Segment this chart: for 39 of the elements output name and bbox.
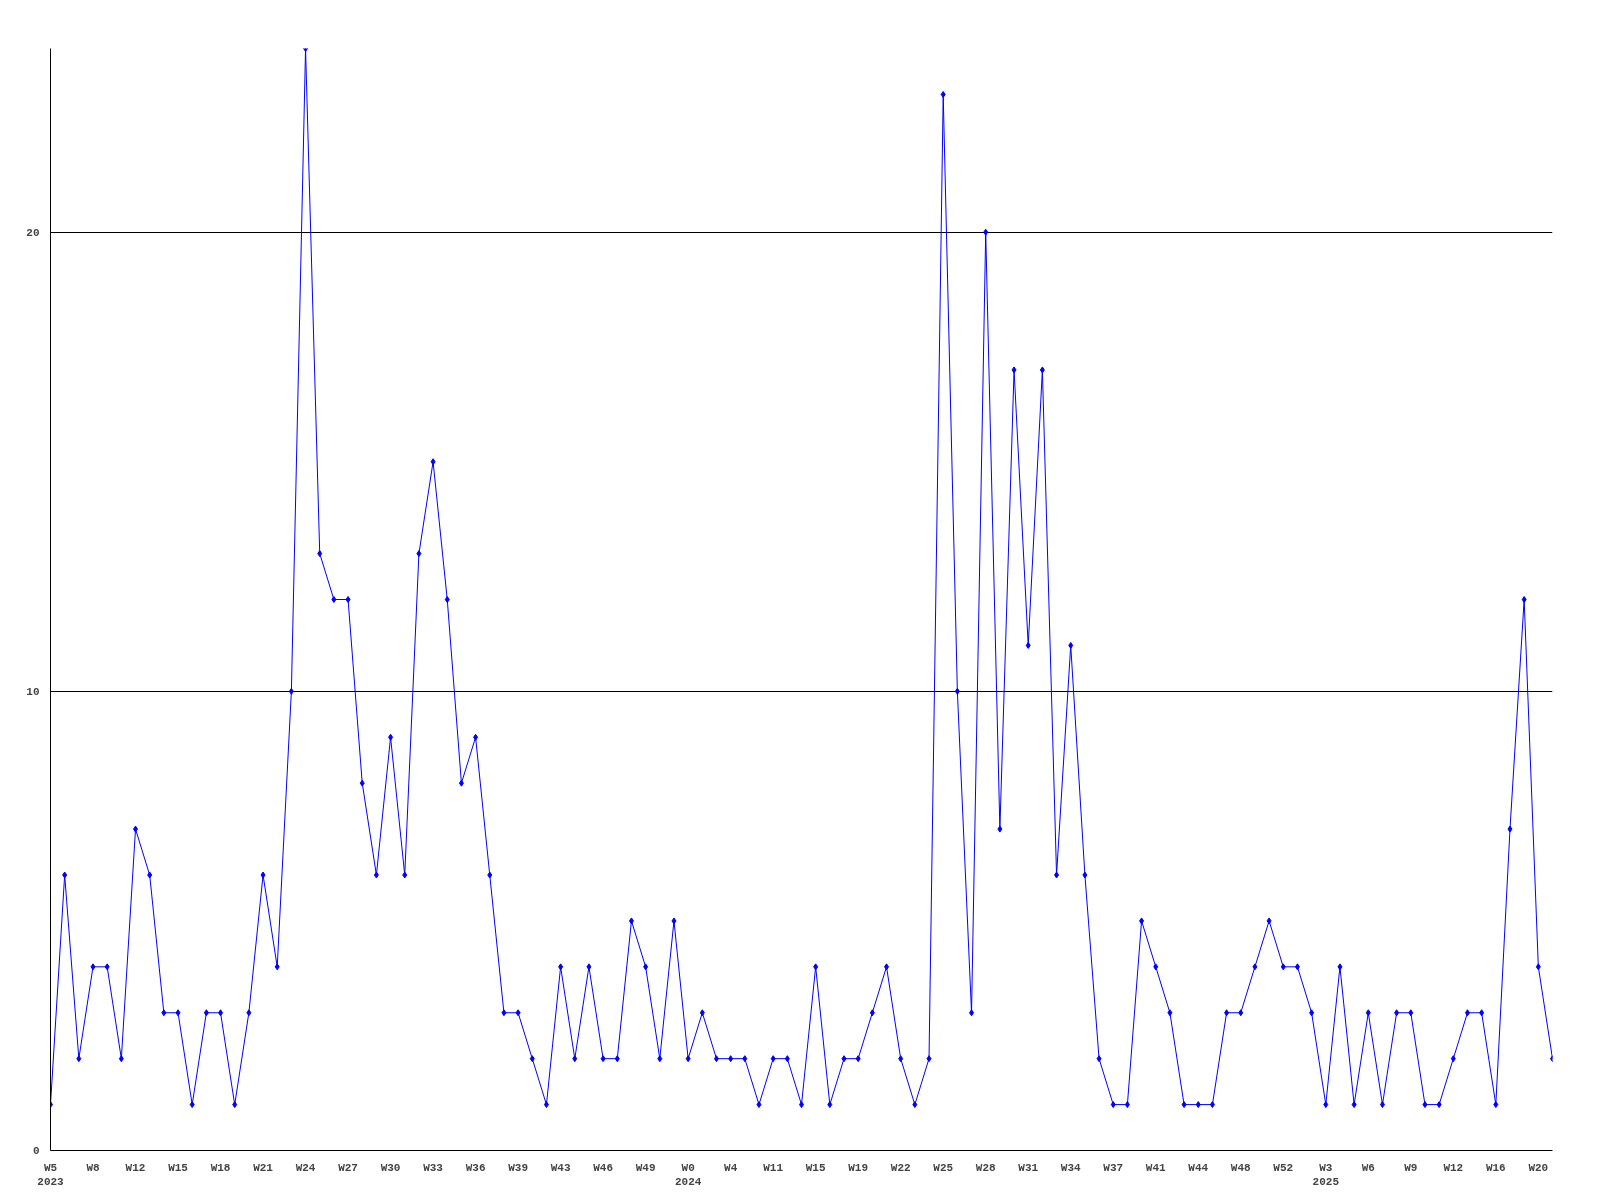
x-tick-label: W52: [1273, 1161, 1294, 1174]
x-tick-label: W19: [848, 1161, 869, 1174]
x-tick-label: W44: [1188, 1161, 1209, 1174]
y-tick-label: 20: [26, 226, 40, 239]
x-tick-label: W31: [1018, 1161, 1039, 1174]
x-tick-label: W9: [1404, 1161, 1418, 1174]
x-tick-label: W25: [933, 1161, 954, 1174]
x-tick-label: W11: [763, 1161, 784, 1174]
x-tick-label: W15: [168, 1161, 189, 1174]
x-tick-label: W21: [253, 1161, 274, 1174]
x-tick-label: W4: [724, 1161, 738, 1174]
x-tick-label: W36: [465, 1161, 486, 1174]
x-tick-label: W20: [1528, 1161, 1549, 1174]
x-tick-label: W3 2025: [1312, 1161, 1340, 1188]
x-tick-label: W12: [1443, 1161, 1464, 1174]
x-tick-label: W18: [210, 1161, 231, 1174]
x-tick-label: W43: [550, 1161, 571, 1174]
x-tick-label: W46: [593, 1161, 614, 1174]
x-tick-label: W16: [1485, 1161, 1506, 1174]
x-tick-label: W33: [423, 1161, 444, 1174]
x-tick-label: W34: [1060, 1161, 1082, 1174]
x-tick-label: W8: [86, 1161, 101, 1174]
x-tick-label: W28: [975, 1161, 997, 1174]
y-tick-label: 10: [26, 685, 40, 698]
x-tick-label: W24: [295, 1161, 316, 1174]
x-tick-label: W22: [890, 1161, 911, 1174]
x-tick-label: W30: [380, 1161, 401, 1174]
x-tick-label: W48: [1230, 1161, 1252, 1174]
x-tick-label: W5 2023: [37, 1161, 65, 1188]
x-tick-label: W39: [508, 1161, 529, 1174]
x-tick-label: W41: [1145, 1161, 1167, 1174]
x-tick-label: W12: [125, 1161, 146, 1174]
y-tick-label: 0: [32, 1145, 40, 1157]
x-tick-label: W15: [805, 1161, 826, 1174]
x-tick-label: W49: [635, 1161, 656, 1174]
x-tick-label: W6: [1361, 1161, 1375, 1174]
x-tick-label: W27: [338, 1161, 358, 1174]
x-tick-label: W0 2024: [674, 1161, 702, 1188]
x-tick-label: W37: [1103, 1161, 1124, 1174]
